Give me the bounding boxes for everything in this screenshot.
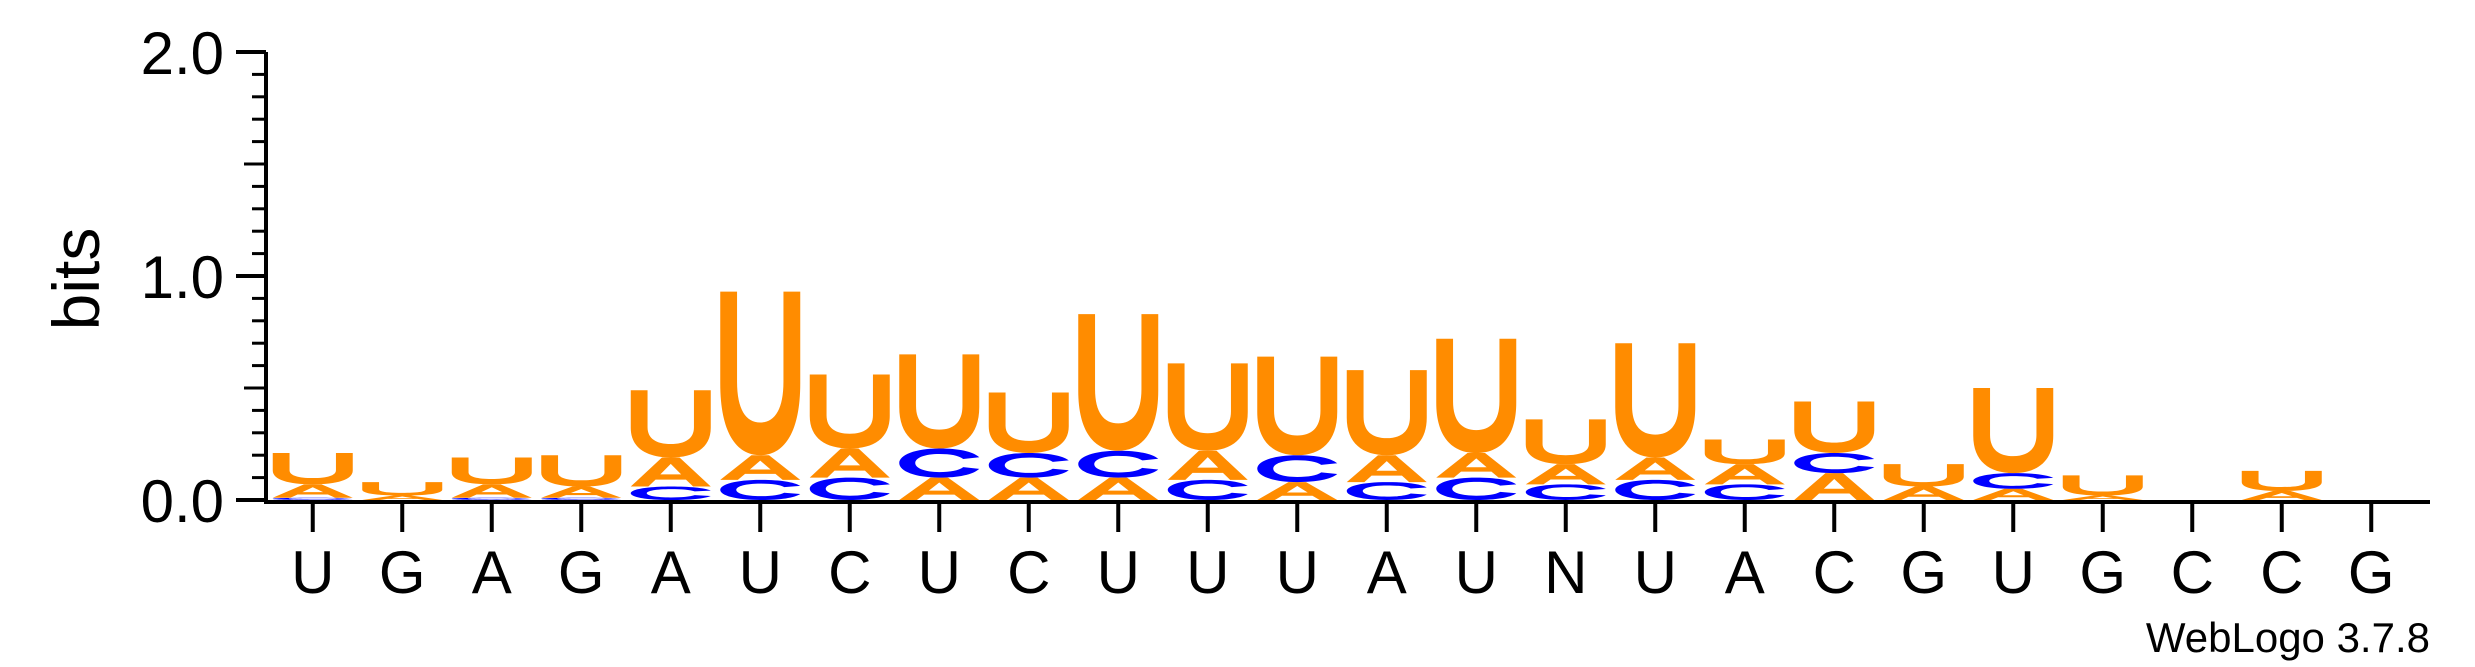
- letter-C-glyph: [720, 479, 801, 500]
- letter-A-glyph: [1794, 473, 1875, 500]
- y-tick-label: 0.0: [141, 468, 224, 535]
- letter-U-glyph: [1883, 464, 1964, 487]
- x-tick-label: U: [739, 539, 782, 606]
- letter-C-glyph: [451, 497, 532, 500]
- letter-C-glyph: [988, 452, 1069, 478]
- letter-U-glyph: [1525, 419, 1606, 465]
- x-tick-label: A: [651, 539, 691, 606]
- letter-U-glyph: [1346, 370, 1427, 456]
- x-tick-label: C: [2171, 539, 2214, 606]
- x-tick-label: U: [1097, 539, 1140, 606]
- letter-A-glyph: [1436, 452, 1517, 478]
- x-tick-label: U: [291, 539, 334, 606]
- letter-C-glyph: [630, 486, 711, 500]
- letter-C-glyph: [1525, 484, 1606, 500]
- letter-U-glyph: [809, 374, 890, 449]
- letter-U-glyph: [1257, 356, 1338, 456]
- letter-C-glyph: [1167, 479, 1248, 500]
- letter-A-glyph: [272, 484, 353, 498]
- letter-C-glyph: [1615, 479, 1696, 500]
- letter-U-glyph: [720, 291, 801, 456]
- letter-C-glyph: [1346, 482, 1427, 500]
- x-tick-label: G: [2348, 539, 2395, 606]
- letter-A-glyph: [2062, 495, 2143, 500]
- letter-A-glyph: [1704, 464, 1785, 485]
- letter-A-glyph: [1973, 488, 2054, 500]
- letter-U-glyph: [1078, 314, 1159, 451]
- letter-A-glyph: [809, 448, 890, 478]
- y-tick-label: 1.0: [141, 244, 224, 311]
- x-tick-label: A: [1367, 539, 1407, 606]
- x-tick-label: C: [2260, 539, 2303, 606]
- x-tick-label: G: [558, 539, 605, 606]
- x-tick-label: U: [1455, 539, 1498, 606]
- letter-U-glyph: [1436, 338, 1517, 453]
- letter-U-glyph: [362, 482, 443, 496]
- letter-U-glyph: [1794, 401, 1875, 453]
- letter-A-glyph: [2241, 491, 2322, 500]
- x-tick-label: G: [2079, 539, 2126, 606]
- letter-C-glyph: [1973, 473, 2054, 489]
- letter-C-glyph: [809, 477, 890, 500]
- letter-C-glyph: [1794, 452, 1875, 474]
- letter-C-glyph: [899, 448, 980, 478]
- letter-C-glyph: [272, 497, 353, 500]
- letter-A-glyph: [1525, 464, 1606, 485]
- letter-A-glyph: [362, 495, 443, 500]
- x-tick-label: C: [1007, 539, 1050, 606]
- y-tick-label: 2.0: [141, 20, 224, 87]
- letter-U-glyph: [1167, 363, 1248, 451]
- letter-U-glyph: [272, 452, 353, 485]
- letter-U-glyph: [630, 390, 711, 458]
- x-tick-label: U: [1992, 539, 2035, 606]
- letter-C-glyph: [1078, 450, 1159, 478]
- y-axis-label: bits: [39, 228, 113, 331]
- letter-A-glyph: [451, 484, 532, 498]
- letter-A-glyph: [1883, 486, 1964, 500]
- letter-C-glyph: [1257, 455, 1338, 483]
- letter-A-glyph: [1257, 482, 1338, 500]
- letter-U-glyph: [2062, 475, 2143, 496]
- letter-A-glyph: [1078, 477, 1159, 500]
- axes: [264, 52, 2430, 504]
- letter-C-glyph: [541, 497, 622, 500]
- letter-U-glyph: [541, 455, 622, 487]
- letter-A-glyph: [1346, 455, 1427, 483]
- x-tick-label: G: [1900, 539, 1947, 606]
- letter-U-glyph: [451, 457, 532, 485]
- letter-U-glyph: [899, 354, 980, 449]
- x-tick-label: U: [1634, 539, 1677, 606]
- y-ticks: 0.0 1.0 2.0: [141, 20, 266, 535]
- letter-C-glyph: [1436, 477, 1517, 500]
- x-tick-label: C: [828, 539, 871, 606]
- letter-A-glyph: [541, 486, 622, 498]
- x-tick-label: U: [1276, 539, 1319, 606]
- x-tick-label: A: [1725, 539, 1765, 606]
- letter-A-glyph: [1615, 457, 1696, 480]
- x-tick-label: U: [1186, 539, 1229, 606]
- x-tick-label: U: [918, 539, 961, 606]
- letter-A-glyph: [1167, 450, 1248, 480]
- x-tick-label: G: [379, 539, 426, 606]
- letter-A-glyph: [988, 477, 1069, 500]
- letter-A-glyph: [720, 455, 801, 480]
- letter-U-glyph: [1704, 439, 1785, 465]
- letter-C-glyph: [1704, 484, 1785, 500]
- weblogo-watermark: WebLogo 3.7.8: [2146, 614, 2430, 661]
- x-tick-label: N: [1544, 539, 1587, 606]
- letter-U-glyph: [2241, 470, 2322, 492]
- letter-A-glyph: [899, 477, 980, 500]
- x-tick-label: A: [472, 539, 512, 606]
- letter-U-glyph: [1973, 388, 2054, 474]
- x-tick-label: C: [1813, 539, 1856, 606]
- letter-stacks: [272, 291, 2322, 500]
- letter-U-glyph: [988, 392, 1069, 453]
- letter-U-glyph: [1615, 343, 1696, 458]
- letter-A-glyph: [630, 457, 711, 487]
